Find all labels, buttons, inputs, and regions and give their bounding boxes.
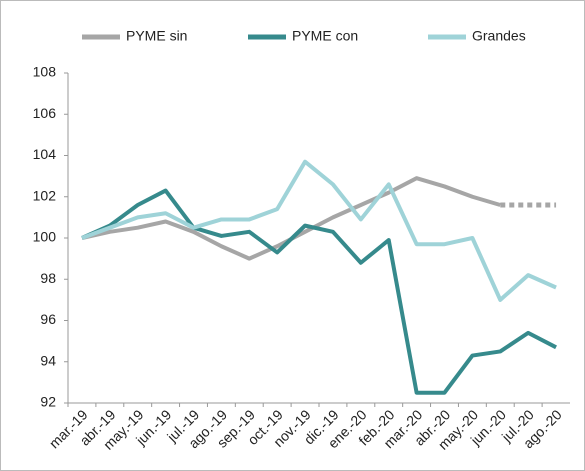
legend-label: PYME sin	[126, 28, 187, 44]
series-line	[81, 159, 557, 302]
legend-label: Grandes	[472, 28, 526, 44]
y-tick-label: 104	[33, 146, 57, 162]
y-tick-label: 102	[33, 187, 57, 203]
legend-label: PYME con	[292, 28, 358, 44]
y-tick-label: 108	[33, 64, 57, 80]
y-tick-label: 92	[40, 394, 56, 410]
y-tick-label: 106	[33, 105, 57, 121]
y-tick-label: 100	[33, 229, 57, 245]
y-tick-label: 98	[40, 270, 56, 286]
y-tick-label: 96	[40, 311, 56, 327]
y-tick-label: 94	[40, 352, 56, 368]
series-line	[81, 188, 557, 395]
